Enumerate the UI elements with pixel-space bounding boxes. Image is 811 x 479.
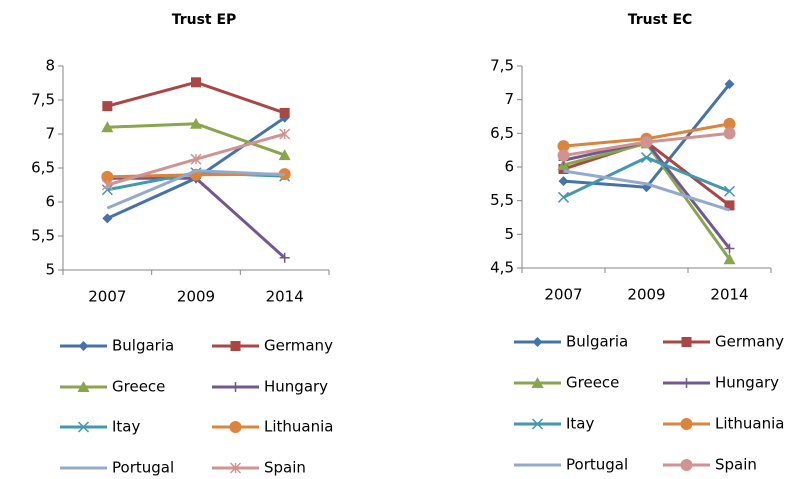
marker — [279, 107, 290, 118]
x-tick-label: 2014 — [266, 288, 304, 306]
y-tick-label: 5,5 — [31, 227, 55, 245]
x-tick-label: 2007 — [88, 288, 126, 306]
y-tick-label: 6,5 — [31, 159, 55, 177]
marker — [723, 127, 736, 140]
x-tick-label: 2014 — [710, 286, 748, 304]
marker — [78, 341, 89, 351]
series-line — [107, 176, 286, 259]
marker — [101, 179, 113, 191]
legend-label: Germany — [715, 333, 784, 351]
y-tick-label: 6 — [45, 193, 55, 211]
marker — [557, 149, 570, 162]
marker — [279, 252, 290, 263]
legend-label: Hungary — [264, 378, 328, 396]
marker — [77, 421, 90, 433]
legend-label: Hungary — [715, 374, 779, 392]
series-line — [106, 169, 285, 210]
marker — [724, 200, 735, 211]
legend-label: Spain — [264, 459, 306, 477]
marker — [723, 253, 736, 265]
legend-label: Bulgaria — [112, 337, 174, 355]
x-tick-label: 2009 — [627, 286, 665, 304]
marker — [724, 243, 735, 254]
y-tick-label: 5,5 — [490, 191, 514, 209]
legend-label: Greece — [566, 374, 619, 392]
y-tick-label: 7,5 — [490, 57, 514, 75]
marker — [102, 213, 113, 224]
marker — [230, 382, 241, 392]
marker — [190, 117, 202, 129]
marker — [640, 152, 653, 164]
legend-label: Portugal — [112, 459, 174, 477]
marker — [531, 418, 544, 430]
marker — [230, 341, 241, 351]
x-tick-label: 2009 — [177, 288, 215, 306]
marker — [681, 337, 692, 347]
legend-label: Itay — [566, 415, 594, 433]
legend-label: Portugal — [566, 456, 628, 474]
marker — [191, 77, 201, 88]
marker — [557, 140, 570, 153]
marker — [279, 128, 291, 140]
legend-label: Lithuania — [264, 418, 333, 436]
marker — [77, 381, 90, 392]
legend-label: Greece — [112, 378, 165, 396]
series-line — [563, 169, 730, 212]
marker — [558, 176, 569, 187]
legend-label: Bulgaria — [566, 333, 628, 351]
legend-label: Itay — [112, 418, 140, 436]
y-tick-label: 7,5 — [31, 91, 55, 109]
series-line — [106, 116, 286, 220]
y-tick-label: 5 — [504, 225, 514, 243]
marker — [532, 337, 543, 347]
y-tick-label: 4,5 — [490, 259, 514, 277]
y-tick-label: 7 — [504, 90, 514, 108]
marker — [101, 170, 114, 183]
marker — [723, 117, 736, 130]
marker — [724, 79, 735, 90]
marker — [229, 462, 242, 474]
marker — [640, 136, 653, 149]
marker — [531, 377, 544, 388]
marker — [680, 418, 693, 430]
y-tick-label: 5 — [45, 261, 55, 279]
y-tick-label: 6,5 — [490, 124, 514, 142]
marker — [229, 421, 242, 433]
marker — [102, 101, 113, 112]
marker — [681, 378, 692, 388]
marker — [723, 185, 736, 197]
legend-label: Germany — [264, 337, 333, 355]
legend-label: Lithuania — [715, 415, 784, 433]
marker — [101, 121, 114, 133]
legend-label: Spain — [715, 456, 757, 474]
marker — [190, 153, 202, 165]
chart-title: Trust EC — [628, 12, 693, 28]
marker — [557, 191, 570, 203]
y-tick-label: 8 — [45, 57, 55, 75]
marker — [278, 149, 291, 161]
marker — [680, 459, 693, 471]
chart-title: Trust EP — [172, 12, 237, 28]
y-tick-label: 6 — [504, 158, 514, 176]
y-tick-label: 7 — [45, 125, 55, 143]
x-tick-label: 2007 — [544, 286, 582, 304]
